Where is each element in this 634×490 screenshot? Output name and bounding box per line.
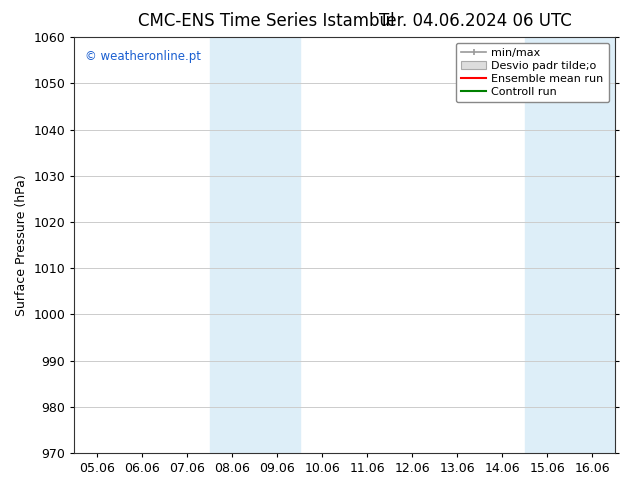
Text: © weatheronline.pt: © weatheronline.pt bbox=[85, 49, 201, 63]
Y-axis label: Surface Pressure (hPa): Surface Pressure (hPa) bbox=[15, 174, 28, 316]
Bar bbox=[210, 37, 300, 453]
Legend: min/max, Desvio padr tilde;o, Ensemble mean run, Controll run: min/max, Desvio padr tilde;o, Ensemble m… bbox=[456, 43, 609, 102]
Text: Ter. 04.06.2024 06 UTC: Ter. 04.06.2024 06 UTC bbox=[379, 12, 572, 30]
Bar bbox=[525, 37, 615, 453]
Text: CMC-ENS Time Series Istambul: CMC-ENS Time Series Istambul bbox=[138, 12, 394, 30]
